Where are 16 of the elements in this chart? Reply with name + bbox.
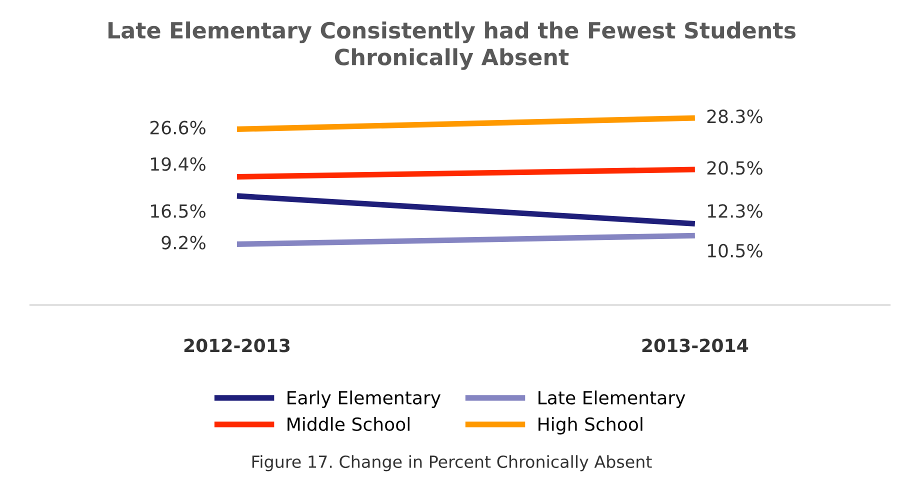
x-tick-label: 2012-2013 [184,338,290,352]
chart-title: Late Elementary Consistently had the Fewest Students Chronically Absent [108,21,796,70]
legend-label: Late Elementary [538,390,686,408]
legend-label: Early Elementary [288,390,441,408]
x-tick-label: 2013-2014 [642,338,748,352]
legend-label: High School [538,417,642,435]
data-label: 19.4% [151,157,206,171]
data-label: 16.5% [151,204,206,218]
data-label: 12.3% [708,204,762,218]
legend-label: Middle School [288,417,410,432]
data-label: 28.3% [707,110,762,124]
data-label: 9.2% [162,236,206,250]
caption: Figure 17. Change in Percent Chronically Absent [252,455,652,472]
data-label: 20.5% [707,161,762,175]
data-label: 10.5% [708,244,762,258]
data-label: 26.6% [150,120,206,134]
